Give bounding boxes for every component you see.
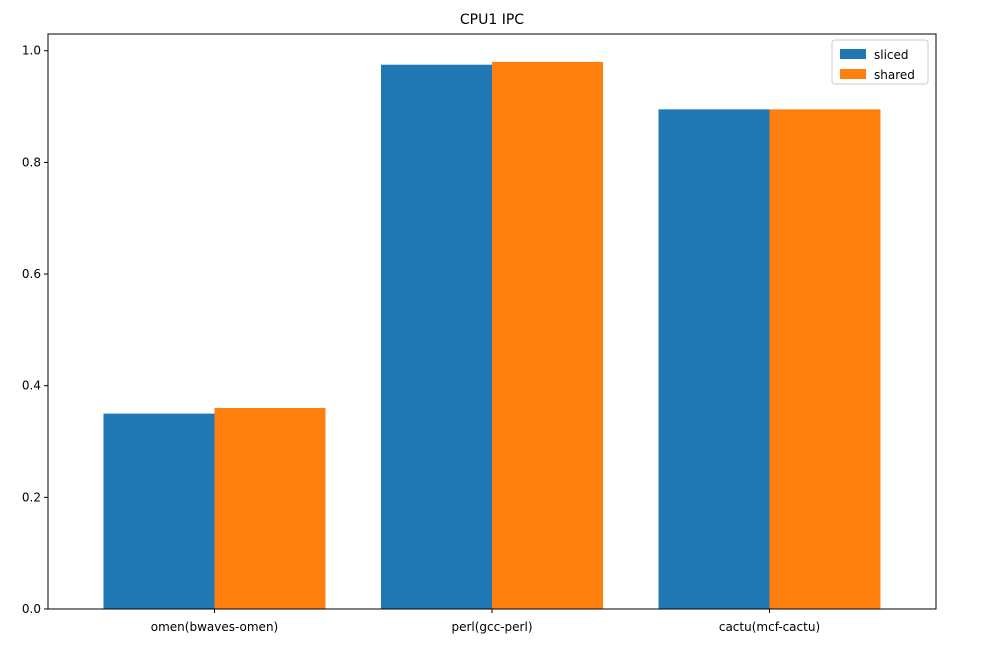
legend-swatch-sliced: [840, 49, 866, 59]
y-tick-label: 1.0: [22, 44, 41, 58]
legend: sliced shared: [831, 39, 929, 85]
y-tick-label: 0.4: [22, 379, 41, 393]
y-tick-label: 0.0: [22, 602, 41, 616]
chart-title: CPU1 IPC: [460, 12, 524, 28]
bar-sliced-1: [381, 64, 492, 609]
series-shared: [214, 61, 881, 610]
x-tick-label: omen(bwaves-omen): [151, 620, 278, 634]
bars-layer: [103, 61, 881, 610]
y-tick-label: 0.6: [22, 267, 41, 281]
series-sliced: [103, 64, 770, 610]
bar-shared-2: [769, 109, 881, 610]
x-tick-label: cactu(mcf-cactu): [719, 620, 820, 634]
legend-swatch-shared: [840, 69, 866, 79]
y-tick-label: 0.2: [22, 490, 41, 504]
x-tick-label: perl(gcc-perl): [451, 620, 532, 634]
bar-sliced-0: [103, 413, 215, 609]
bar-sliced-2: [658, 109, 770, 610]
bar-shared-1: [492, 61, 603, 610]
axes-layer: 0.0 0.2 0.4 0.6 0.8 1.0 omen(bwaves-omen) perl(…: [22, 33, 937, 634]
legend-label-shared: shared: [874, 68, 915, 82]
y-tick-label: 0.8: [22, 155, 41, 169]
bar-shared-0: [214, 408, 326, 609]
legend-label-sliced: sliced: [874, 48, 909, 62]
